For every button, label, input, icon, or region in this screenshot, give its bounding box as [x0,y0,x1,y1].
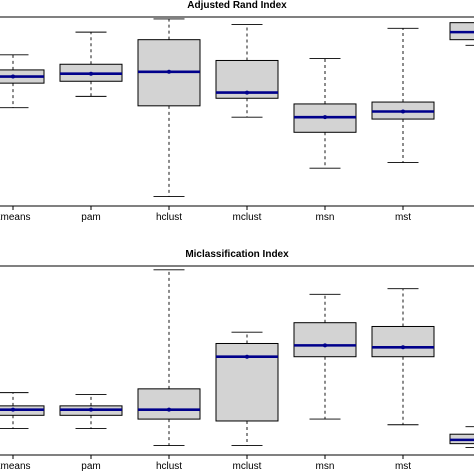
box-mclust [215,331,279,446]
chart-title: Adjusted Rand Index [187,0,287,11]
x-tick-label: mclust [233,212,262,223]
x-axis-ticks: kmeanspamhclustmclustmsnmstde [0,455,411,472]
box-mst [371,288,435,426]
x-tick-label: mclust [233,461,262,472]
x-tick-label: mst [395,461,411,472]
chart-title: Miclassification Index [185,249,289,260]
boxplot-marks [0,269,474,448]
box-kmeans [0,54,45,109]
x-tick-label: msn [316,212,335,223]
iqr-box [371,325,435,358]
x-tick-label: hclust [156,212,182,223]
x-tick-label: mst [395,212,411,223]
x-tick-label: msn [316,461,335,472]
box-kmeans [0,392,45,429]
mean-point [323,115,327,120]
box-pam [59,31,123,97]
mean-point [89,407,93,412]
panel-adjusted-rand-index: Adjusted Rand Index kmeans pam hclust mclus… [0,0,474,223]
box-msn [293,58,357,169]
x-tick-label: kmeans [0,212,31,223]
mean-point [11,407,15,412]
x-tick-label: kmeans [0,461,31,472]
x-tick-label: hclust [156,461,182,472]
panel-miclassification-index: Miclassification Index kmeans pam hclust mc… [0,249,474,472]
box-msn [293,293,357,420]
box-hclust [137,18,201,198]
boxplot-marks [0,16,474,198]
iqr-box [137,388,201,420]
box-de [449,16,474,46]
x-axis-ticks: kmeanspamhclustmclustmsnmstde [0,206,411,223]
mean-point [245,354,249,359]
mean-point [11,74,15,79]
box-hclust [137,269,201,446]
mean-point [401,109,405,114]
iqr-box [293,322,357,358]
box-pam [59,394,123,429]
box-mclust [215,24,279,118]
mean-point [167,407,171,412]
mean-point [323,343,327,348]
plot-frame [0,265,474,456]
box-de [449,426,474,448]
mean-point [89,71,93,76]
mean-point [245,90,249,95]
box-mst [371,27,435,163]
plot-frame [0,16,474,207]
x-tick-label: pam [81,461,100,472]
x-tick-label: pam [81,212,100,223]
mean-point [167,69,171,74]
mean-point [401,345,405,350]
